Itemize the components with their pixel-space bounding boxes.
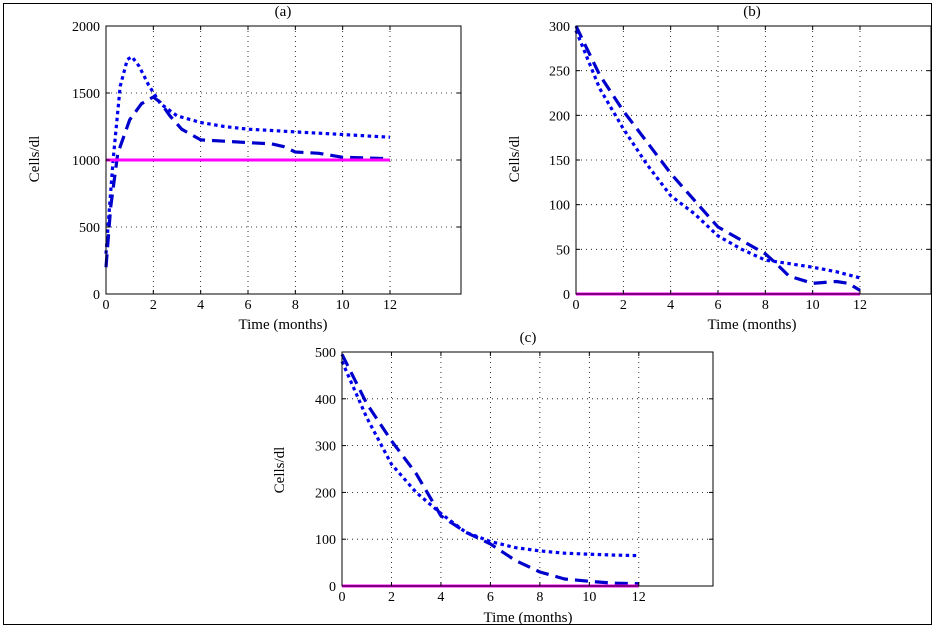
panel-c-xtick-label: 0 — [339, 590, 346, 605]
panel-b-xtick-label: 6 — [715, 298, 722, 313]
panel-b-plot-area — [575, 25, 932, 295]
panel-b-ytick-label: 150 — [549, 154, 570, 169]
panel-a-ytick-label: 500 — [79, 221, 100, 236]
panel-c-ytick-label: 400 — [315, 393, 336, 408]
panel-b-ytick-label: 0 — [563, 288, 570, 303]
panel-c: (c) Time (months) Cells/dl 0 2 4 6 8 10 12 0 100… — [272, 330, 714, 626]
panel-c-title: (c) — [520, 330, 537, 346]
panel-b-xtick-label: 10 — [806, 298, 820, 313]
panel-a-dotted-series — [104, 55, 391, 254]
panel-b-xtick-label: 8 — [762, 298, 769, 313]
panel-c-dotted-series — [340, 360, 639, 558]
panel-c-dashed-series — [340, 353, 639, 586]
panel-c-xtick-label: 12 — [632, 590, 646, 605]
panel-b-dashed-series — [574, 25, 861, 292]
panel-b-ytick-label: 300 — [549, 20, 570, 35]
panel-a-dashed-series — [104, 95, 391, 268]
panel-a-ytick-label: 2000 — [72, 20, 100, 35]
panel-a-xtick-label: 0 — [103, 298, 110, 313]
panel-a-xtick-label: 6 — [245, 298, 252, 313]
panel-a-xtick-label: 8 — [292, 298, 299, 313]
panel-b-title: (b) — [743, 4, 761, 20]
panel-a-xtick-label: 2 — [150, 298, 157, 313]
panel-a-title: (a) — [275, 4, 292, 20]
panel-b: (b) Time (months) Cells/dl 0 2 4 6 8 10 12 0 50 1… — [507, 4, 932, 333]
panel-a-xtick-label: 12 — [383, 298, 397, 313]
panel-c-ytick-label: 500 — [315, 346, 336, 361]
panel-b-xlabel: Time (months) — [707, 317, 796, 333]
panel-c-xtick-label: 10 — [582, 590, 596, 605]
panel-a-ytick-label: 1500 — [72, 87, 100, 102]
panel-b-ytick-label: 50 — [556, 243, 570, 258]
panel-b-ytick-label: 250 — [549, 65, 570, 80]
panel-a-xtick-label: 10 — [336, 298, 350, 313]
panel-a: (a) Time (months) Cells/dl 0 2 4 6 8 10 12 0 500… — [27, 4, 462, 333]
panel-c-ylabel: Cells/dl — [272, 447, 288, 494]
panel-c-plot-area — [341, 351, 714, 587]
panel-b-dotted-series — [574, 29, 861, 280]
panel-c-ytick-label: 0 — [329, 580, 336, 595]
figure-frame — [3, 3, 932, 625]
panel-c-xtick-label: 6 — [487, 590, 494, 605]
panel-c-ytick-label: 100 — [315, 533, 336, 548]
panel-c-xtick-label: 8 — [536, 590, 543, 605]
panel-c-xlabel: Time (months) — [483, 610, 572, 626]
panel-a-ytick-label: 0 — [93, 288, 100, 303]
panel-c-ytick-label: 200 — [315, 486, 336, 501]
panel-c-ytick-label: 300 — [315, 440, 336, 455]
panel-b-ytick-label: 200 — [549, 109, 570, 124]
panel-a-ytick-label: 1000 — [72, 154, 100, 169]
panel-c-xtick-label: 4 — [437, 590, 444, 605]
panel-b-xtick-label: 2 — [620, 298, 627, 313]
panel-b-ytick-label: 100 — [549, 199, 570, 214]
panel-b-xtick-label: 0 — [573, 298, 580, 313]
panel-a-xlabel: Time (months) — [238, 317, 327, 333]
panel-b-ylabel: Cells/dl — [507, 136, 523, 183]
panel-b-xtick-label: 4 — [667, 298, 674, 313]
panel-a-xtick-label: 4 — [197, 298, 204, 313]
panel-c-xtick-label: 2 — [388, 590, 395, 605]
panel-a-ylabel: Cells/dl — [27, 136, 43, 183]
panel-b-xtick-label: 12 — [853, 298, 867, 313]
